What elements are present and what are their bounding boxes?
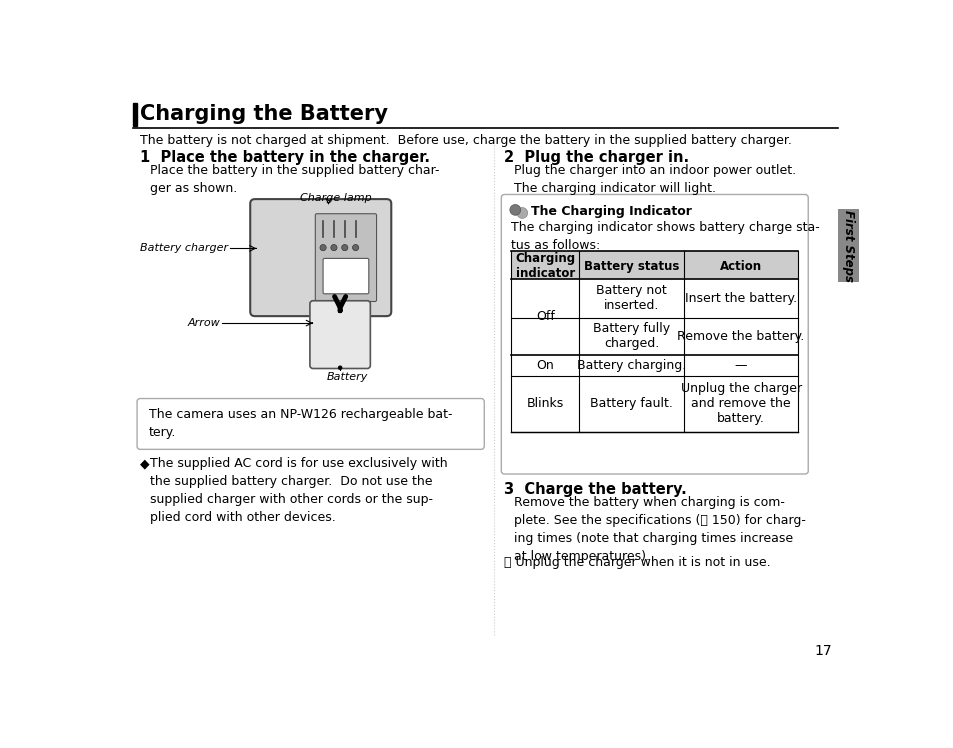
Bar — [511, 251, 798, 279]
Text: Remove the battery.: Remove the battery. — [677, 330, 804, 343]
Text: 1  Place the battery in the charger.: 1 Place the battery in the charger. — [140, 150, 430, 165]
Text: Action: Action — [720, 260, 761, 272]
Text: Battery status: Battery status — [583, 260, 679, 272]
Bar — [511, 376, 798, 432]
FancyBboxPatch shape — [250, 199, 391, 316]
Text: Blinks: Blinks — [526, 397, 563, 411]
FancyBboxPatch shape — [137, 399, 484, 450]
Bar — [511, 355, 798, 376]
Text: —: — — [734, 359, 746, 372]
Text: 17: 17 — [814, 644, 831, 658]
FancyBboxPatch shape — [323, 258, 369, 294]
Circle shape — [517, 208, 527, 218]
Text: 3  Charge the battery.: 3 Charge the battery. — [504, 482, 686, 497]
Text: Insert the battery.: Insert the battery. — [684, 292, 797, 305]
FancyBboxPatch shape — [315, 214, 376, 301]
FancyBboxPatch shape — [310, 301, 370, 369]
Text: Remove the battery when charging is com-
plete. See the specifications (⎙ 150) f: Remove the battery when charging is com-… — [514, 497, 805, 563]
Circle shape — [341, 245, 348, 251]
Circle shape — [338, 367, 341, 370]
Text: First Steps: First Steps — [841, 209, 854, 282]
Text: ⓘ Unplug the charger when it is not in use.: ⓘ Unplug the charger when it is not in u… — [504, 556, 770, 568]
Text: Charging the Battery: Charging the Battery — [140, 104, 388, 123]
Circle shape — [319, 245, 326, 251]
Bar — [511, 318, 798, 355]
Text: Plug the charger into an indoor power outlet.
The charging indicator will light.: Plug the charger into an indoor power ou… — [514, 164, 796, 194]
Bar — [511, 279, 798, 318]
Text: The Charging Indicator: The Charging Indicator — [530, 205, 691, 218]
Circle shape — [509, 204, 520, 215]
Text: Battery charging.: Battery charging. — [577, 359, 685, 372]
Circle shape — [331, 245, 336, 251]
Text: Battery: Battery — [327, 372, 368, 381]
Text: Off: Off — [536, 310, 555, 323]
Text: Battery charger: Battery charger — [139, 243, 228, 254]
Text: Arrow: Arrow — [187, 318, 220, 328]
Text: On: On — [536, 359, 554, 372]
Bar — [838, 209, 858, 282]
Text: Charge lamp: Charge lamp — [300, 193, 372, 203]
Text: Battery not
inserted.: Battery not inserted. — [596, 284, 666, 313]
Text: Unplug the charger
and remove the
battery.: Unplug the charger and remove the batter… — [679, 382, 801, 426]
Bar — [133, 103, 137, 126]
Text: Place the battery in the supplied battery char-
ger as shown.: Place the battery in the supplied batter… — [150, 164, 439, 194]
Text: 2  Plug the charger in.: 2 Plug the charger in. — [504, 150, 689, 165]
Text: Charging
indicator: Charging indicator — [515, 252, 575, 280]
Text: The charging indicator shows battery charge sta-
tus as follows:: The charging indicator shows battery cha… — [511, 221, 820, 251]
Text: Battery fully
charged.: Battery fully charged. — [593, 322, 670, 350]
Text: The camera uses an NP-W126 rechargeable bat-
tery.: The camera uses an NP-W126 rechargeable … — [149, 408, 452, 439]
FancyBboxPatch shape — [500, 194, 807, 474]
Text: The supplied AC cord is for use exclusively with
the supplied battery charger.  : The supplied AC cord is for use exclusiv… — [150, 457, 447, 524]
Text: ◆: ◆ — [140, 457, 150, 470]
Circle shape — [353, 245, 358, 251]
Text: Battery fault.: Battery fault. — [590, 397, 673, 411]
Text: The battery is not charged at shipment.  Before use, charge the battery in the s: The battery is not charged at shipment. … — [140, 135, 791, 147]
